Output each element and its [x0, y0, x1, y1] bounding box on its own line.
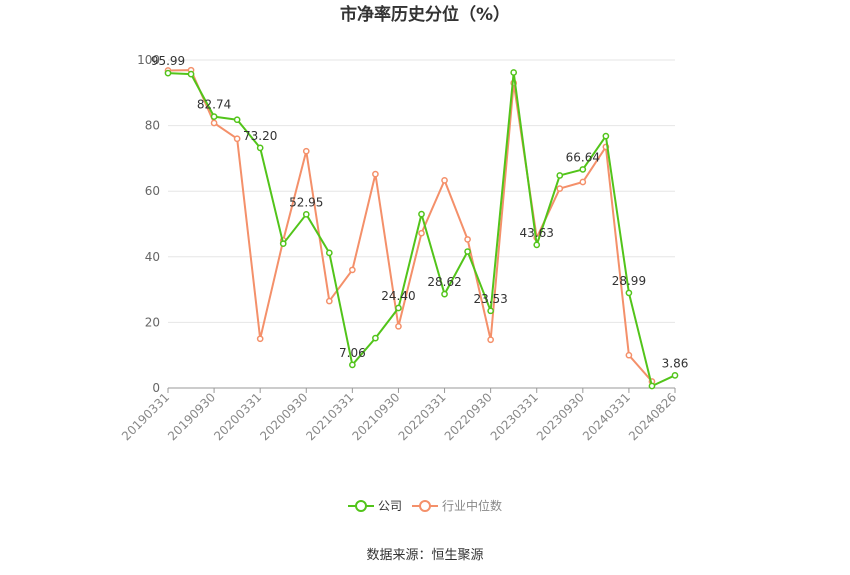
chart-title: 市净率历史分位（%） [340, 4, 510, 25]
data-point [602, 132, 610, 140]
data-label: 7.06 [339, 346, 366, 360]
series-line [167, 69, 653, 383]
x-tick-label: 20230930 [534, 390, 587, 443]
data-point [210, 119, 218, 127]
grid [168, 59, 675, 323]
data-point [164, 69, 172, 77]
data-point [487, 336, 494, 344]
x-tick-label: 20240826 [626, 390, 679, 443]
data-label: 73.20 [243, 129, 277, 143]
data-point [256, 335, 264, 343]
x-tick-label: 20190331 [119, 390, 172, 443]
source-note: 数据来源：恒生聚源 [366, 548, 483, 563]
x-tick-label: 20240331 [580, 390, 633, 443]
data-point [372, 334, 379, 342]
legend-item-industry-median[interactable]: 行业中位数 [412, 498, 502, 513]
data-point [302, 210, 310, 218]
data-point [533, 241, 541, 249]
data-point [279, 240, 287, 248]
data-point [510, 69, 518, 76]
x-tick-label: 20190930 [165, 390, 218, 443]
plot-area [164, 66, 679, 390]
data-point [233, 135, 241, 143]
data-point [349, 266, 356, 274]
series-industry-median [164, 66, 656, 385]
data-labels: 95.99 82.74 73.20 52.95 7.06 24.40 28.62 23.53 4… [151, 54, 689, 370]
data-point [579, 178, 587, 186]
data-label: 24.40 [381, 289, 415, 303]
data-point [556, 185, 564, 192]
x-tick-label: 20220930 [442, 390, 495, 443]
y-tick-label: 60 [145, 184, 160, 198]
data-label: 28.62 [427, 275, 461, 289]
x-tick-label: 20200930 [257, 390, 310, 443]
data-point [625, 289, 633, 297]
legend-label-industry-median: 行业中位数 [442, 498, 502, 513]
data-label: 28.99 [612, 274, 646, 288]
data-point [325, 249, 333, 257]
data-label: 3.86 [662, 356, 689, 370]
data-point [210, 113, 218, 120]
x-tick-label: 20200331 [211, 390, 264, 443]
data-point [625, 351, 633, 359]
data-label: 95.99 [151, 54, 185, 68]
data-point [464, 236, 471, 243]
legend-label-company: 公司 [378, 499, 402, 513]
data-point [441, 177, 448, 184]
data-point [418, 210, 425, 218]
y-tick-label: 100 [137, 53, 160, 67]
data-point [372, 170, 379, 178]
data-point [395, 322, 402, 330]
y-tick-label: 20 [145, 315, 160, 329]
data-point [233, 116, 241, 124]
data-point [464, 248, 471, 255]
x-tick-label: 20230331 [488, 390, 541, 443]
data-label: 82.74 [197, 98, 231, 112]
data-point [302, 147, 310, 155]
data-point [487, 307, 494, 315]
y-tick-label: 80 [145, 119, 160, 133]
y-tick-label: 0 [152, 381, 160, 395]
data-point [187, 70, 195, 78]
data-point [441, 290, 448, 298]
legend-item-company[interactable]: 公司 [348, 499, 402, 513]
x-tick-label: 20220331 [396, 390, 449, 443]
data-label: 43.63 [520, 226, 554, 240]
data-point [579, 166, 587, 173]
data-point [395, 304, 402, 312]
data-point [648, 382, 656, 390]
data-label: 23.53 [473, 292, 507, 306]
series-line [167, 71, 676, 388]
data-point [556, 172, 564, 179]
series-company [164, 69, 679, 390]
data-point [256, 144, 264, 152]
data-point [671, 371, 679, 379]
data-point [349, 361, 356, 369]
data-point [325, 297, 333, 305]
data-label: 52.95 [289, 195, 323, 209]
legend[interactable]: 公司 行业中位数 [348, 498, 502, 513]
x-tick-label: 20210331 [303, 390, 356, 443]
y-tick-label: 40 [145, 250, 160, 264]
data-point [418, 229, 425, 237]
data-label: 66.64 [566, 150, 600, 164]
x-tick-label: 20210930 [349, 390, 402, 443]
